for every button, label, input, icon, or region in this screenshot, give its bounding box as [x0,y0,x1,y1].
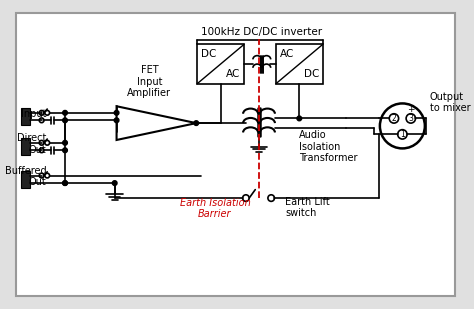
Circle shape [63,181,67,185]
Circle shape [39,148,44,153]
Circle shape [114,118,119,123]
Text: Earth Isolation
Barrier: Earth Isolation Barrier [180,197,250,219]
Text: Audio
Isolation
Transformer: Audio Isolation Transformer [299,130,358,163]
Circle shape [380,104,425,148]
Text: Direct
Out: Direct Out [17,133,46,154]
Text: Buffered
Out: Buffered Out [5,166,46,187]
Circle shape [39,110,44,115]
Circle shape [63,181,67,185]
Circle shape [45,110,50,115]
Text: Earth Lift
switch: Earth Lift switch [285,197,330,218]
Bar [21,171,30,188]
Text: AC: AC [280,49,294,59]
Text: FET
Input
Amplifier: FET Input Amplifier [128,65,172,99]
Bar [197,44,244,84]
Bar [276,44,323,84]
Circle shape [268,195,274,201]
Circle shape [194,121,199,125]
Circle shape [406,114,416,123]
Circle shape [112,181,117,185]
Circle shape [39,141,44,145]
Circle shape [297,116,301,121]
Circle shape [63,148,67,153]
Text: DC: DC [201,49,216,59]
Bar [21,108,30,125]
Circle shape [63,118,67,123]
Circle shape [63,110,67,115]
Circle shape [45,141,50,145]
Text: DC: DC [304,70,319,79]
Polygon shape [117,106,196,140]
Text: Output
to mixer: Output to mixer [429,92,470,113]
Text: +: + [407,104,415,113]
Circle shape [63,141,67,145]
Text: Input: Input [21,109,46,119]
Circle shape [114,110,119,115]
Text: AC: AC [226,70,240,79]
Circle shape [39,173,44,178]
Text: 100kHz DC/DC inverter: 100kHz DC/DC inverter [201,27,322,37]
Bar [21,138,30,155]
Text: 1: 1 [400,130,405,139]
Circle shape [45,173,50,178]
Text: 3: 3 [409,114,413,123]
Circle shape [243,195,249,201]
Circle shape [389,114,399,123]
Text: 2: 2 [392,114,396,123]
Circle shape [39,118,44,123]
Circle shape [398,130,407,139]
